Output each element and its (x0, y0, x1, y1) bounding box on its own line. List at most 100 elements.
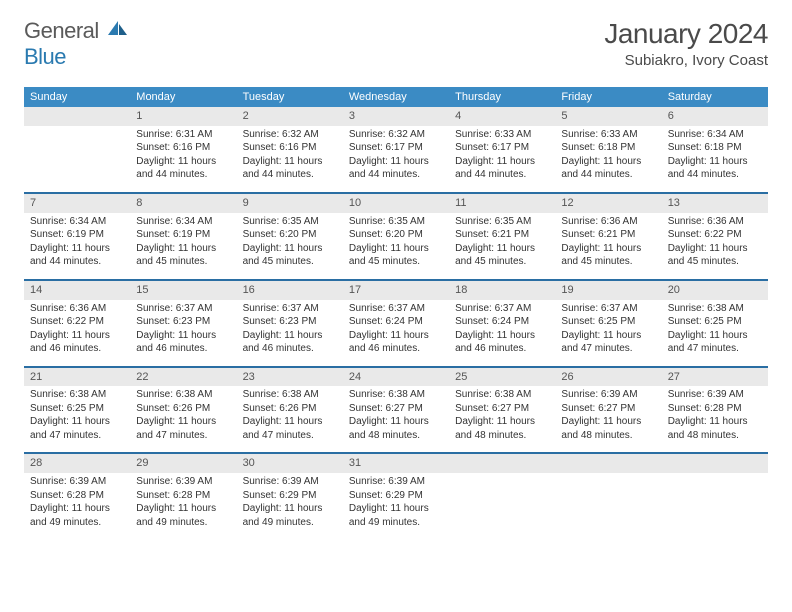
sunset-line: Sunset: 6:28 PM (668, 403, 742, 414)
calendar-cell: 19Sunrise: 6:37 AMSunset: 6:25 PMDayligh… (555, 280, 661, 367)
day-number: 13 (662, 194, 768, 213)
daylight-line: Daylight: 11 hours and 45 minutes. (455, 243, 535, 268)
calendar-cell: 18Sunrise: 6:37 AMSunset: 6:24 PMDayligh… (449, 280, 555, 367)
day-body: Sunrise: 6:39 AMSunset: 6:29 PMDaylight:… (343, 473, 449, 539)
sunset-line: Sunset: 6:27 PM (349, 403, 423, 414)
sunset-line: Sunset: 6:27 PM (561, 403, 635, 414)
daylight-line: Daylight: 11 hours and 49 minutes. (30, 503, 110, 528)
sunset-line: Sunset: 6:23 PM (243, 316, 317, 327)
daylight-line: Daylight: 11 hours and 48 minutes. (668, 416, 748, 441)
weekday-header-row: SundayMondayTuesdayWednesdayThursdayFrid… (24, 87, 768, 107)
sunrise-line: Sunrise: 6:38 AM (349, 389, 425, 400)
sunrise-line: Sunrise: 6:34 AM (30, 216, 106, 227)
location: Subiakro, Ivory Coast (604, 52, 768, 69)
sunset-line: Sunset: 6:22 PM (668, 229, 742, 240)
daylight-line: Daylight: 11 hours and 44 minutes. (349, 156, 429, 181)
daylight-line: Daylight: 11 hours and 45 minutes. (136, 243, 216, 268)
day-body: Sunrise: 6:37 AMSunset: 6:23 PMDaylight:… (130, 300, 236, 366)
sunset-line: Sunset: 6:24 PM (455, 316, 529, 327)
calendar-cell: 20Sunrise: 6:38 AMSunset: 6:25 PMDayligh… (662, 280, 768, 367)
logo-text-2: Blue (24, 44, 66, 69)
sunset-line: Sunset: 6:20 PM (243, 229, 317, 240)
day-body: Sunrise: 6:38 AM Sunset: 6:27 PM Daylight:… (449, 386, 555, 452)
day-body: Sunrise: 6:38 AMSunset: 6:25 PMDaylight:… (662, 300, 768, 366)
sunset-line: Sunset: 6:25 PM (668, 316, 742, 327)
calendar-cell: 27 Sunrise: 6:39 AM Sunset: 6:28 PM Dayligh… (662, 367, 768, 454)
calendar-cell: 28Sunrise: 6:39 AMSunset: 6:28 PMDayligh… (24, 453, 130, 539)
daylight-line: Daylight: 11 hours and 47 minutes. (668, 330, 748, 355)
daylight-line: Daylight: 11 hours and 49 minutes. (243, 503, 323, 528)
sunrise-line: Sunrise: 6:39 AM (349, 476, 425, 487)
weekday-header: Friday (555, 87, 661, 107)
calendar-row: 1Sunrise: 6:31 AMSunset: 6:16 PMDaylight… (24, 107, 768, 193)
day-number: 28 (24, 454, 130, 473)
day-number: 26 (555, 368, 661, 387)
day-number: 1 (130, 107, 236, 126)
sunrise-line: Sunrise: 6:39 AM (561, 389, 637, 400)
daylight-line: Daylight: 11 hours and 47 minutes. (136, 416, 216, 441)
day-number: 8 (130, 194, 236, 213)
calendar-cell (24, 107, 130, 193)
day-body: Sunrise: 6:39 AMSunset: 6:27 PMDaylight:… (555, 386, 661, 452)
day-body: Sunrise: 6:39 AMSunset: 6:28 PMDaylight:… (130, 473, 236, 539)
sunrise-line: Sunrise: 6:31 AM (136, 129, 212, 140)
calendar-cell: 13 Sunrise: 6:36 AM Sunset: 6:22 PM Dayligh… (662, 193, 768, 280)
sunrise-line: Sunrise: 6:33 AM (455, 129, 531, 140)
day-number: 29 (130, 454, 236, 473)
calendar-row: 7Sunrise: 6:34 AMSunset: 6:19 PMDaylight… (24, 193, 768, 280)
daylight-line: Daylight: 11 hours and 46 minutes. (455, 330, 535, 355)
daylight-line: Daylight: 11 hours and 45 minutes. (561, 243, 641, 268)
sunrise-line: Sunrise: 6:39 AM (136, 476, 212, 487)
day-body: Sunrise: 6:38 AMSunset: 6:26 PMDaylight:… (130, 386, 236, 452)
calendar-cell: 12Sunrise: 6:36 AMSunset: 6:21 PMDayligh… (555, 193, 661, 280)
daylight-line: Daylight: 11 hours and 44 minutes. (243, 156, 323, 181)
day-number: 25 (449, 368, 555, 387)
sunrise-line: Sunrise: 6:38 AM (455, 389, 531, 400)
calendar-row: 14Sunrise: 6:36 AMSunset: 6:22 PMDayligh… (24, 280, 768, 367)
sunrise-line: Sunrise: 6:36 AM (668, 216, 744, 227)
calendar-cell (449, 453, 555, 539)
day-number-empty (449, 454, 555, 473)
day-body: Sunrise: 6:35 AMSunset: 6:20 PMDaylight:… (343, 213, 449, 279)
day-number: 24 (343, 368, 449, 387)
sunset-line: Sunset: 6:28 PM (30, 490, 104, 501)
day-body: Sunrise: 6:37 AMSunset: 6:23 PMDaylight:… (237, 300, 343, 366)
day-body: Sunrise: 6:32 AMSunset: 6:17 PMDaylight:… (343, 126, 449, 192)
weekday-header: Tuesday (237, 87, 343, 107)
day-body: Sunrise: 6:36 AM Sunset: 6:22 PM Daylight:… (662, 213, 768, 279)
daylight-line: Daylight: 11 hours and 45 minutes. (668, 243, 748, 268)
calendar-body: 1Sunrise: 6:31 AMSunset: 6:16 PMDaylight… (24, 107, 768, 539)
calendar-cell (662, 453, 768, 539)
calendar-cell: 15Sunrise: 6:37 AMSunset: 6:23 PMDayligh… (130, 280, 236, 367)
day-body: Sunrise: 6:37 AMSunset: 6:24 PMDaylight:… (343, 300, 449, 366)
calendar-cell: 29Sunrise: 6:39 AMSunset: 6:28 PMDayligh… (130, 453, 236, 539)
sunset-line: Sunset: 6:25 PM (30, 403, 104, 414)
calendar-row: 21Sunrise: 6:38 AMSunset: 6:25 PMDayligh… (24, 367, 768, 454)
day-body: Sunrise: 6:35 AMSunset: 6:20 PMDaylight:… (237, 213, 343, 279)
day-body: Sunrise: 6:34 AMSunset: 6:19 PMDaylight:… (24, 213, 130, 279)
sunset-line: Sunset: 6:19 PM (136, 229, 210, 240)
day-number: 27 (662, 368, 768, 387)
day-body: Sunrise: 6:38 AMSunset: 6:25 PMDaylight:… (24, 386, 130, 452)
day-body: Sunrise: 6:34 AMSunset: 6:19 PMDaylight:… (130, 213, 236, 279)
sunset-line: Sunset: 6:29 PM (349, 490, 423, 501)
sunrise-line: Sunrise: 6:33 AM (561, 129, 637, 140)
daylight-line: Daylight: 11 hours and 44 minutes. (561, 156, 641, 181)
day-body: Sunrise: 6:39 AM Sunset: 6:28 PM Daylight:… (662, 386, 768, 452)
day-number-empty (662, 454, 768, 473)
logo-text-1: General (24, 18, 99, 44)
calendar-cell: 5Sunrise: 6:33 AMSunset: 6:18 PMDaylight… (555, 107, 661, 193)
day-number: 20 (662, 281, 768, 300)
calendar-cell: 22Sunrise: 6:38 AMSunset: 6:26 PMDayligh… (130, 367, 236, 454)
daylight-line: Daylight: 11 hours and 44 minutes. (668, 156, 748, 181)
sunrise-line: Sunrise: 6:39 AM (668, 389, 744, 400)
daylight-line: Daylight: 11 hours and 46 minutes. (349, 330, 429, 355)
day-number: 31 (343, 454, 449, 473)
calendar-cell: 23Sunrise: 6:38 AMSunset: 6:26 PMDayligh… (237, 367, 343, 454)
sunset-line: Sunset: 6:27 PM (455, 403, 529, 414)
day-number: 12 (555, 194, 661, 213)
day-body-empty (662, 473, 768, 525)
daylight-line: Daylight: 11 hours and 49 minutes. (136, 503, 216, 528)
daylight-line: Daylight: 11 hours and 48 minutes. (455, 416, 535, 441)
calendar-cell: 9Sunrise: 6:35 AMSunset: 6:20 PMDaylight… (237, 193, 343, 280)
